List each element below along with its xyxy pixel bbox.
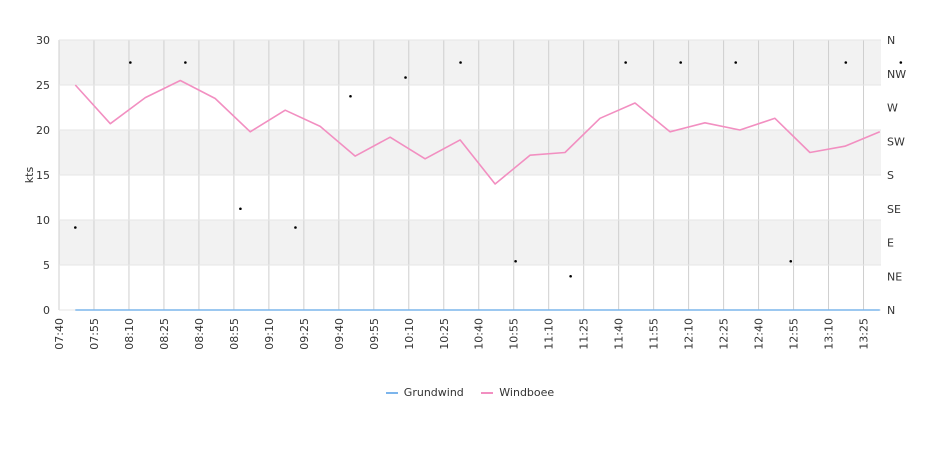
y2-tick-label: SW <box>887 135 905 148</box>
x-tick-label: 12:40 <box>753 318 766 350</box>
direction-point <box>734 61 738 64</box>
y2-tick-label: N <box>887 304 895 317</box>
y-tick-label: 5 <box>43 259 50 272</box>
x-tick-label: 11:40 <box>613 318 626 350</box>
y2-tick-label: N <box>887 34 895 47</box>
x-tick-label: 09:55 <box>368 318 381 350</box>
chart-legend: Grundwind Windboee <box>0 386 940 399</box>
series-line-windboee <box>74 79 881 185</box>
plot-band <box>59 265 881 310</box>
x-tick-label: 11:25 <box>578 318 591 350</box>
x-tick-label: 11:55 <box>648 318 661 350</box>
direction-point <box>844 61 848 64</box>
plot-band <box>59 85 881 130</box>
x-tick-label: 07:40 <box>53 318 66 350</box>
y2-tick-label: S <box>887 169 894 182</box>
direction-point <box>349 94 352 98</box>
legend-label-grundwind: Grundwind <box>403 386 464 399</box>
y2-tick-label: NW <box>887 68 906 81</box>
direction-point <box>899 61 903 64</box>
x-tick-label: 08:25 <box>158 318 171 350</box>
direction-point <box>74 226 77 229</box>
x-tick-label: 09:40 <box>333 318 346 350</box>
legend-item-windboee[interactable]: Windboee <box>481 386 554 399</box>
y2-tick-label: W <box>887 102 898 115</box>
y-tick-label: 30 <box>36 34 50 47</box>
x-tick-label: 09:25 <box>298 318 311 350</box>
direction-point <box>184 61 187 64</box>
direction-point <box>129 61 132 64</box>
direction-point <box>239 207 242 211</box>
plot-band <box>59 40 881 85</box>
legend-swatch-windboee <box>481 392 494 394</box>
y2-tick-label: NE <box>887 270 902 283</box>
x-tick-label: 10:55 <box>508 318 521 350</box>
y-tick-label: 10 <box>36 214 50 227</box>
x-tick-label: 13:25 <box>858 318 871 350</box>
x-tick-label: 08:40 <box>193 318 206 350</box>
y-axis-title: kts <box>23 167 36 184</box>
direction-point <box>679 61 682 64</box>
x-tick-label: 10:40 <box>473 318 486 350</box>
x-tick-label: 10:10 <box>403 318 416 350</box>
legend-swatch-grundwind <box>385 392 398 394</box>
y-tick-label: 0 <box>43 304 50 317</box>
direction-point <box>569 274 572 278</box>
x-tick-label: 12:55 <box>788 318 801 350</box>
direction-point <box>294 226 297 229</box>
x-tick-label: 10:25 <box>438 318 451 350</box>
plot-band <box>59 220 881 265</box>
direction-point <box>514 259 517 263</box>
legend-label-windboee: Windboee <box>499 386 555 399</box>
y-tick-label: 20 <box>36 124 50 137</box>
x-tick-label: 08:55 <box>228 318 241 350</box>
x-tick-label: 12:25 <box>718 318 731 350</box>
x-tick-label: 13:10 <box>823 318 836 350</box>
x-tick-label: 08:10 <box>123 318 136 350</box>
x-tick-label: 12:10 <box>683 318 696 350</box>
direction-point <box>404 76 407 79</box>
legend-item-grundwind[interactable]: Grundwind <box>385 386 464 399</box>
direction-point <box>459 61 462 64</box>
y2-tick-label: E <box>887 237 894 250</box>
y2-tick-label: SE <box>887 203 901 216</box>
y-tick-label: 25 <box>36 79 50 92</box>
x-tick-label: 09:10 <box>263 318 276 350</box>
y-tick-label: 15 <box>36 169 50 182</box>
x-tick-label: 07:55 <box>88 318 101 350</box>
direction-point <box>789 259 793 263</box>
plot-band <box>59 175 881 220</box>
x-tick-label: 11:10 <box>543 318 556 350</box>
direction-point <box>624 61 627 64</box>
